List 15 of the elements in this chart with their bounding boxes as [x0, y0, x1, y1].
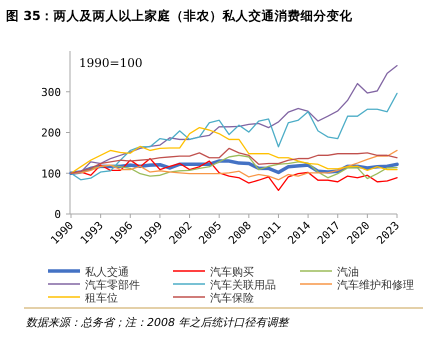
- legend-label: 私人交通: [85, 266, 129, 278]
- y-tick-label: 0: [54, 208, 61, 221]
- y-tick-label: 100: [41, 167, 61, 180]
- chart-title: 图 35：两人及两人以上家庭（非农）私人交通消费细分变化: [6, 8, 354, 23]
- legend-label: 汽车购买: [210, 266, 254, 278]
- source-note: 数据来源：总务省；注：2008 年之后统计口径有调整: [26, 316, 290, 329]
- legend-label: 汽油: [337, 266, 359, 278]
- legend-label: 租车位: [85, 292, 118, 304]
- y-tick-label: 200: [41, 126, 61, 140]
- annotation: 1990=100: [79, 56, 142, 70]
- legend-label: 汽车保险: [210, 292, 254, 304]
- y-tick-label: 300: [41, 86, 61, 99]
- legend-label: 汽车维护和修理: [337, 278, 414, 292]
- legend-label: 汽车零部件: [85, 278, 140, 292]
- legend-label: 汽车关联用品: [210, 278, 276, 292]
